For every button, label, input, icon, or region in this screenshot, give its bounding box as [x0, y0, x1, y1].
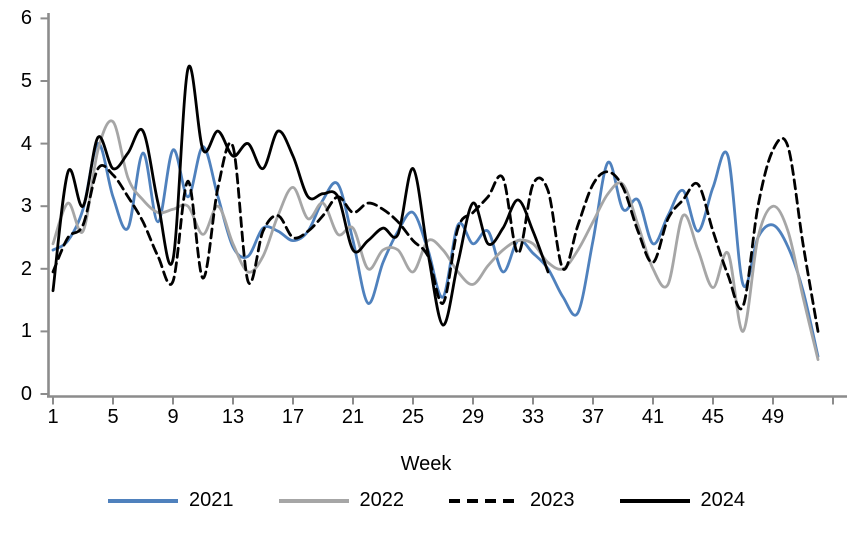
y-tick-label: 2: [20, 257, 32, 280]
y-tick-label: 5: [20, 70, 32, 92]
x-tick-label: 45: [701, 406, 725, 428]
x-tick-label: 9: [167, 406, 179, 428]
legend-label-2021: 2021: [189, 489, 234, 511]
legend-item-2021: 2021: [107, 489, 234, 512]
series-line-2021: [51, 142, 820, 358]
y-tick-label: 3: [20, 195, 32, 218]
x-tick-label: 5: [107, 406, 119, 428]
legend-item-2024: 2024: [619, 489, 746, 512]
legend-line-sample-2022: [278, 498, 349, 503]
legend: 2021 2022 2023 2024: [0, 489, 852, 512]
x-tick-label: 33: [521, 406, 545, 428]
x-tick-label: 25: [401, 406, 425, 428]
x-tick-label: 29: [461, 406, 485, 428]
legend-line-sample-2024: [619, 498, 690, 503]
legend-label-2024: 2024: [700, 489, 746, 511]
legend-label-2023: 2023: [530, 489, 575, 511]
x-tick-label: 21: [341, 406, 365, 428]
series-line-2024: [51, 64, 550, 327]
x-tick-label: 13: [221, 406, 245, 428]
x-tick-label: 37: [581, 406, 605, 428]
y-tick-label: 4: [20, 132, 32, 155]
legend-item-2023: 2023: [448, 489, 575, 512]
x-tick-label: 49: [761, 406, 785, 428]
legend-line-sample-2023: [449, 498, 519, 503]
x-tick-label: 1: [47, 406, 59, 428]
y-tick-label: 6: [20, 7, 32, 30]
x-axis-title: Week: [400, 453, 452, 475]
legend-item-2022: 2022: [278, 489, 405, 512]
legend-label-2022: 2022: [359, 489, 405, 511]
y-tick-label: 1: [20, 320, 32, 343]
x-tick-label: 41: [641, 406, 665, 428]
y-tick-label: 0: [20, 383, 32, 405]
series-line-2022: [51, 119, 820, 361]
legend-line-sample-2021: [108, 498, 178, 503]
series-line-2023: [51, 136, 820, 333]
x-tick-label: 17: [281, 406, 305, 428]
